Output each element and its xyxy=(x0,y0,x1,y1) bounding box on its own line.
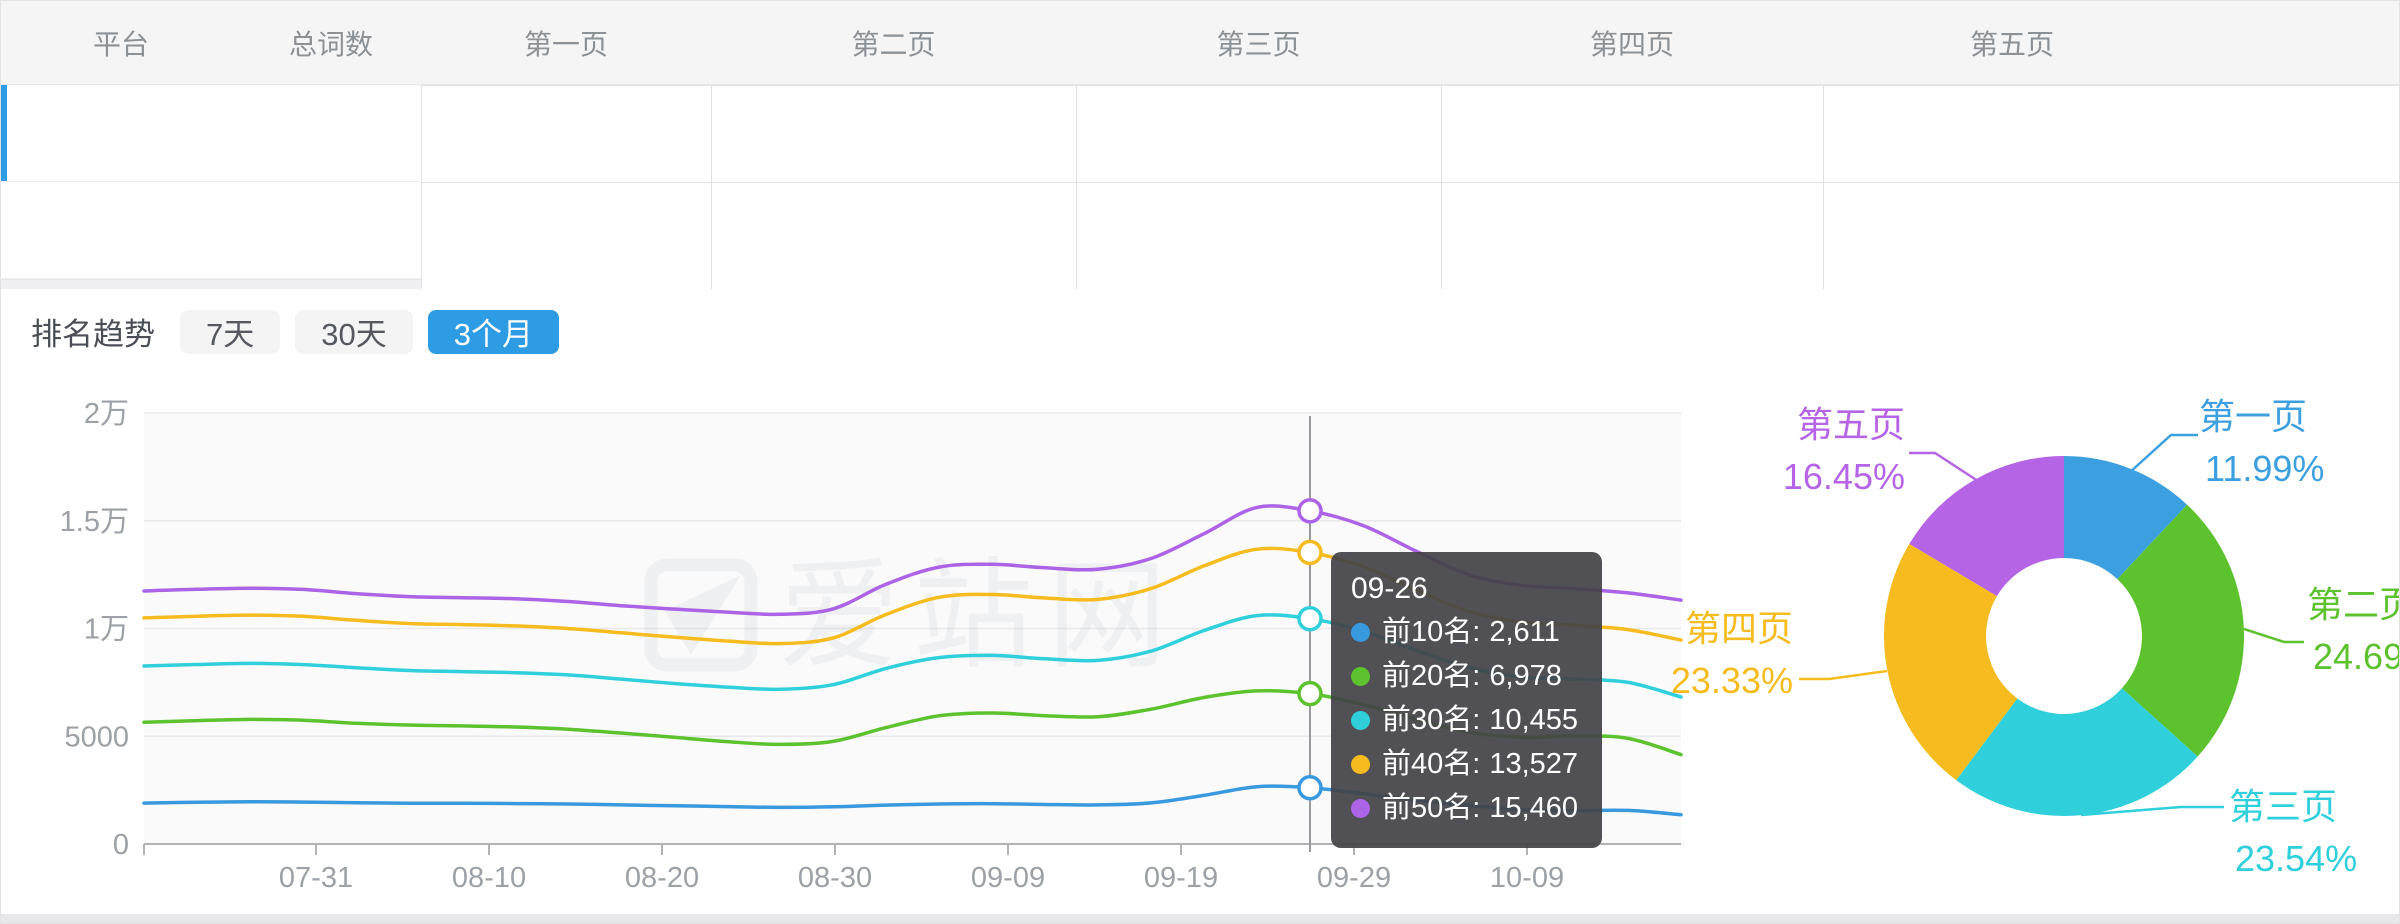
svg-text:24.69%: 24.69% xyxy=(2313,636,2400,677)
svg-text:第二页: 第二页 xyxy=(2307,584,2400,625)
pie-slice[interactable] xyxy=(1909,456,2064,597)
col-header-platform: 平台 xyxy=(92,28,149,60)
tooltip-label: 前10名: xyxy=(1382,616,1481,648)
svg-text:第四页: 第四页 xyxy=(1685,608,1793,649)
svg-text:09-29: 09-29 xyxy=(1317,862,1391,894)
svg-text:爱站网: 爱站网 xyxy=(779,549,1181,683)
svg-text:09-09: 09-09 xyxy=(971,862,1045,894)
svg-text:09-19: 09-19 xyxy=(1144,862,1218,894)
series-dot-icon xyxy=(1351,754,1370,774)
tooltip-row: 前50名: 15,460 xyxy=(1351,786,1578,830)
svg-text:16.45%: 16.45% xyxy=(1783,456,1905,497)
chart-tooltip: 09-26 前10名: 2,611 前20名: 6,978 前30名: 10,455 … xyxy=(1331,552,1603,848)
col-header-page2: 第二页 xyxy=(851,28,936,60)
svg-text:0: 0 xyxy=(113,829,129,861)
tooltip-value: 10,455 xyxy=(1489,704,1579,736)
tooltip-label: 前50名: xyxy=(1382,792,1481,824)
svg-text:1.5万: 1.5万 xyxy=(60,506,129,538)
tooltip-label: 前30名: xyxy=(1382,704,1481,736)
tooltip-value: 13,527 xyxy=(1489,748,1579,780)
series-dot-icon xyxy=(1351,622,1370,642)
svg-text:第五页: 第五页 xyxy=(1797,404,1905,445)
col-header-page1: 第一页 xyxy=(523,28,608,60)
col-header-total: 总词数 xyxy=(288,28,373,60)
trend-title: 排名趋势 xyxy=(31,317,155,352)
tab-3months[interactable]: 3个月 xyxy=(427,309,559,354)
svg-text:23.33%: 23.33% xyxy=(1671,660,1793,701)
tab-30days[interactable]: 30天 xyxy=(295,309,413,354)
tooltip-date: 09-26 xyxy=(1351,572,1428,605)
tab-7days[interactable]: 7天 xyxy=(180,309,281,354)
col-header-page5: 第五页 xyxy=(1969,28,2054,60)
svg-text:10-09: 10-09 xyxy=(1490,862,1564,894)
table-row-mobile[interactable]: 移动端 13,211 1,160 8.78%▼ 2,045 15.48%▲ 3,… xyxy=(1,182,2399,923)
svg-text:08-20: 08-20 xyxy=(625,862,699,894)
tooltip-value: 2,611 xyxy=(1489,616,1560,648)
table-row-pc[interactable]: PC端 11,314 1,357 11.99%▼ 2,793 24.69%▼ 2… xyxy=(1,85,2399,923)
svg-text:08-30: 08-30 xyxy=(798,862,872,894)
svg-text:11.99%: 11.99% xyxy=(2205,448,2324,489)
trend-header: 排名趋势 7天 30天 3个月 xyxy=(31,309,559,354)
svg-text:23.54%: 23.54% xyxy=(2235,838,2357,879)
pie-slice[interactable] xyxy=(1884,543,2018,781)
series-dot-icon xyxy=(1351,666,1370,686)
tooltip-value: 6,978 xyxy=(1489,660,1562,692)
table-header-row: 平台 总词数 第一页 第二页 第三页 第四页 第五页 xyxy=(1,1,2399,85)
tooltip-row: 前20名: 6,978 xyxy=(1351,654,1578,698)
tooltip-row: 前30名: 10,455 xyxy=(1351,698,1578,742)
pie-slice[interactable] xyxy=(2117,504,2244,757)
pie-slice[interactable] xyxy=(2064,456,2188,580)
series-dot-icon xyxy=(1351,798,1370,818)
tooltip-label: 前20名: xyxy=(1382,660,1481,692)
tooltip-label: 前40名: xyxy=(1382,748,1481,780)
svg-text:07-31: 07-31 xyxy=(279,862,353,894)
trend-line-chart-and-page-pie-chart[interactable]: 爱站网 0 5000 1万 1.5万 2万 07-31 08-10 08-20 08-30 09-0… xyxy=(1,289,2400,915)
page-bottom-strip xyxy=(1,914,2399,923)
tooltip-value: 15,460 xyxy=(1489,792,1579,824)
svg-text:第一页: 第一页 xyxy=(2199,396,2307,437)
col-header-page4: 第四页 xyxy=(1589,28,1674,60)
svg-text:第三页: 第三页 xyxy=(2229,786,2337,827)
trend-section: 排名趋势 7天 30天 3个月 爱站网 0 5000 1万 1.5万 2万 07-31 08-… xyxy=(1,289,2400,915)
pie-slice[interactable] xyxy=(1956,688,2198,816)
tooltip-row: 前40名: 13,527 xyxy=(1351,742,1578,786)
col-header-page3: 第三页 xyxy=(1216,28,1301,60)
svg-text:1万: 1万 xyxy=(84,614,129,646)
svg-text:08-10: 08-10 xyxy=(452,862,526,894)
svg-text:5000: 5000 xyxy=(64,721,129,753)
series-dot-icon xyxy=(1351,710,1370,730)
svg-text:2万: 2万 xyxy=(84,398,129,430)
tooltip-row: 前10名: 2,611 xyxy=(1351,610,1578,654)
